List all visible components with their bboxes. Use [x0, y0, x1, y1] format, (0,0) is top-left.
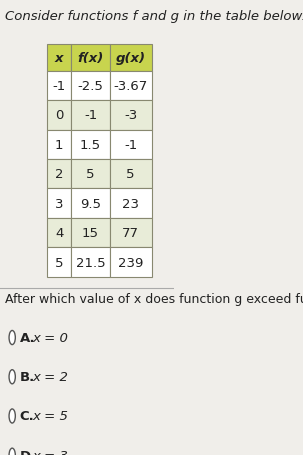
- Text: 239: 239: [118, 256, 143, 269]
- Bar: [72, 45, 110, 71]
- Text: D.: D.: [20, 449, 36, 455]
- Bar: [72, 218, 110, 248]
- Bar: [72, 101, 110, 130]
- Text: x = 2: x = 2: [33, 370, 68, 384]
- Bar: [47, 101, 72, 130]
- Text: g(x): g(x): [116, 52, 146, 65]
- Bar: [110, 218, 152, 248]
- Bar: [72, 248, 110, 277]
- Bar: [47, 71, 72, 101]
- Text: 1.5: 1.5: [80, 138, 101, 152]
- Bar: [110, 101, 152, 130]
- Circle shape: [9, 370, 15, 384]
- Bar: [47, 160, 72, 189]
- Text: x = 3: x = 3: [33, 449, 68, 455]
- Text: 3: 3: [55, 197, 63, 210]
- Text: 9.5: 9.5: [80, 197, 101, 210]
- Text: C.: C.: [20, 410, 35, 423]
- Text: 23: 23: [122, 197, 139, 210]
- Text: -1: -1: [84, 109, 97, 122]
- Circle shape: [9, 331, 15, 345]
- Text: B.: B.: [20, 370, 35, 384]
- Text: 5: 5: [126, 168, 135, 181]
- Bar: [110, 130, 152, 160]
- Text: f(x): f(x): [78, 52, 104, 65]
- Text: -3.67: -3.67: [114, 80, 148, 93]
- Circle shape: [9, 448, 15, 455]
- Text: 0: 0: [55, 109, 63, 122]
- Text: 77: 77: [122, 227, 139, 240]
- Bar: [72, 160, 110, 189]
- Bar: [72, 130, 110, 160]
- Text: 5: 5: [86, 168, 95, 181]
- Text: A.: A.: [20, 331, 35, 344]
- Bar: [47, 45, 72, 71]
- Text: -1: -1: [124, 138, 137, 152]
- Bar: [47, 130, 72, 160]
- Bar: [72, 189, 110, 218]
- Bar: [110, 71, 152, 101]
- Text: 21.5: 21.5: [76, 256, 105, 269]
- Bar: [47, 248, 72, 277]
- Bar: [110, 160, 152, 189]
- Bar: [110, 189, 152, 218]
- Bar: [47, 218, 72, 248]
- Text: x: x: [55, 52, 63, 65]
- Text: 4: 4: [55, 227, 63, 240]
- Text: Consider functions f and g in the table below.: Consider functions f and g in the table …: [5, 10, 303, 23]
- Text: 1: 1: [55, 138, 63, 152]
- Text: After which value of x does function g exceed function f?: After which value of x does function g e…: [5, 293, 303, 306]
- Text: 2: 2: [55, 168, 63, 181]
- Circle shape: [9, 409, 15, 423]
- Bar: [110, 45, 152, 71]
- Text: 5: 5: [55, 256, 63, 269]
- Bar: [110, 248, 152, 277]
- Bar: [72, 71, 110, 101]
- Bar: [47, 189, 72, 218]
- Text: x = 5: x = 5: [33, 410, 68, 423]
- Text: 15: 15: [82, 227, 99, 240]
- Text: -1: -1: [53, 80, 66, 93]
- Text: -2.5: -2.5: [78, 80, 104, 93]
- Text: x = 0: x = 0: [33, 331, 68, 344]
- Text: -3: -3: [124, 109, 137, 122]
